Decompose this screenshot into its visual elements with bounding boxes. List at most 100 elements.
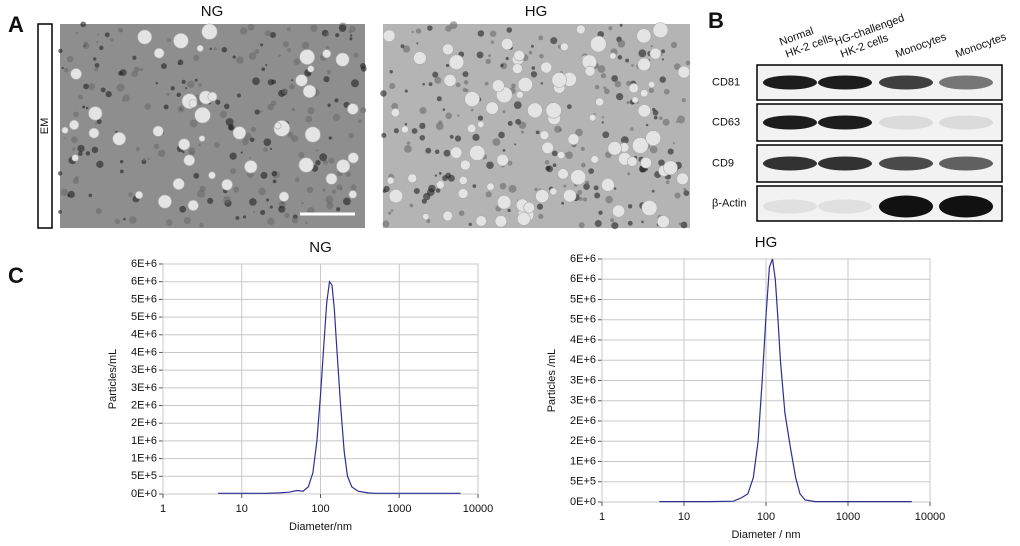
em-speck — [617, 39, 626, 48]
em-speck — [240, 151, 243, 154]
vesicle — [641, 199, 658, 216]
vesicle — [295, 74, 308, 87]
em-speck — [223, 103, 230, 110]
em-speck — [291, 107, 296, 112]
data-line — [218, 280, 461, 494]
em-speck — [678, 222, 682, 226]
em-speck — [248, 52, 257, 60]
em-speck — [662, 118, 670, 126]
em-speck — [269, 205, 273, 209]
em-speck — [438, 171, 442, 175]
em-speck — [99, 45, 104, 51]
vesicle — [442, 43, 454, 56]
vesicle — [198, 135, 206, 142]
em-speck — [406, 141, 411, 145]
vesicle — [589, 114, 597, 122]
em-speck — [651, 189, 655, 193]
em-speck — [404, 89, 408, 93]
em-speck — [380, 90, 387, 97]
em-speck — [435, 188, 441, 193]
vesicle — [172, 177, 185, 190]
em-speck — [332, 113, 341, 121]
em-speck — [57, 171, 63, 176]
x-tick-label: 10 — [678, 511, 690, 523]
em-speck — [66, 55, 74, 63]
vesicle — [457, 188, 469, 199]
em-speck — [267, 217, 275, 226]
em-speck — [520, 130, 525, 134]
y-tick-label: 6E+6 — [570, 253, 596, 265]
vesicle — [178, 138, 191, 151]
em-speck — [252, 77, 260, 86]
blot-band — [879, 195, 933, 218]
vesicle — [207, 91, 218, 102]
em-speck — [328, 136, 332, 140]
x-tick-label: 10 — [236, 503, 248, 515]
em-speck — [507, 208, 511, 213]
vesicle — [517, 77, 533, 93]
vesicle — [663, 160, 678, 176]
em-speck — [336, 207, 341, 212]
em-speck — [538, 35, 544, 41]
vesicle — [609, 52, 617, 60]
em-speck — [335, 33, 340, 38]
vesicle — [485, 101, 499, 115]
em-image — [57, 21, 367, 228]
em-speck — [248, 156, 252, 159]
vesicle — [274, 122, 282, 130]
blot-row-label: CD9 — [712, 157, 734, 169]
em-speck — [670, 41, 678, 49]
vesicle — [443, 74, 457, 87]
em-speck — [638, 49, 647, 58]
em-speck — [213, 142, 220, 148]
em-speck — [551, 150, 558, 157]
em-speck — [685, 60, 691, 66]
vesicle — [512, 63, 523, 74]
em-speck — [434, 174, 438, 177]
em-speck — [594, 192, 601, 199]
vesicle — [540, 61, 553, 74]
vesicle — [601, 178, 615, 192]
em-speck — [197, 189, 205, 198]
em-speck — [75, 31, 79, 35]
em-speck — [515, 118, 522, 125]
x-axis-label: Diameter/nm — [289, 521, 352, 533]
em-speck — [271, 79, 277, 85]
panel-label: C — [8, 263, 24, 288]
vesicle — [436, 180, 445, 190]
em-speck — [237, 93, 241, 98]
vesicle — [348, 190, 358, 199]
y-tick-label: 0E+0 — [570, 496, 596, 508]
vesicle — [648, 81, 656, 89]
em-speck — [536, 203, 544, 210]
em-speck — [264, 30, 272, 37]
vesicle — [152, 125, 164, 137]
em-speck — [593, 185, 599, 191]
em-speck — [181, 79, 186, 84]
em-speck — [434, 76, 442, 84]
em-speck — [382, 189, 387, 193]
em-speck — [502, 149, 506, 152]
em-speck — [250, 126, 256, 132]
em-speck — [661, 58, 665, 61]
em-speck — [60, 188, 69, 197]
vesicle — [299, 49, 315, 65]
em-speck — [350, 184, 357, 191]
vesicle — [244, 160, 258, 174]
blot-band — [818, 115, 872, 130]
em-speck — [575, 128, 583, 137]
lane-label: Monocytes — [954, 31, 1009, 61]
em-speck — [583, 197, 588, 202]
em-speck — [129, 216, 137, 224]
em-speck — [326, 202, 334, 210]
em-speck — [360, 62, 366, 69]
em-speck — [281, 88, 289, 95]
em-speck — [645, 123, 649, 127]
em-speck — [253, 211, 256, 214]
em-speck — [177, 105, 185, 113]
em-speck — [601, 115, 605, 119]
em-speck — [242, 215, 247, 219]
em-speck — [254, 109, 260, 115]
vesicle — [464, 91, 480, 107]
vesicle — [183, 154, 196, 167]
